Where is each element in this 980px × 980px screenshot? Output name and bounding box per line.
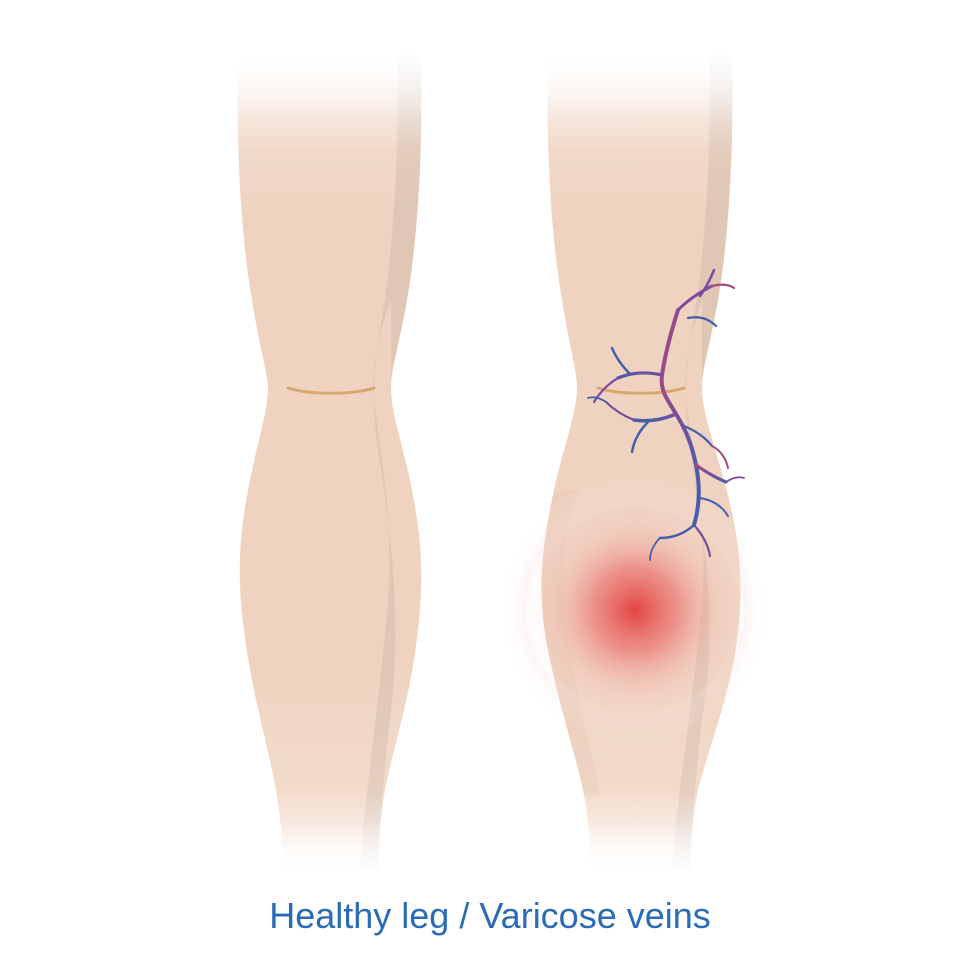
varicose-leg xyxy=(541,55,740,870)
diagram-canvas xyxy=(0,0,980,980)
healthy-leg xyxy=(238,55,422,870)
caption-text: Healthy leg / Varicose veins xyxy=(269,895,711,937)
top-fade-overlay xyxy=(180,40,800,150)
inflammation-spot xyxy=(500,475,770,745)
bottom-fade-overlay xyxy=(180,790,800,885)
